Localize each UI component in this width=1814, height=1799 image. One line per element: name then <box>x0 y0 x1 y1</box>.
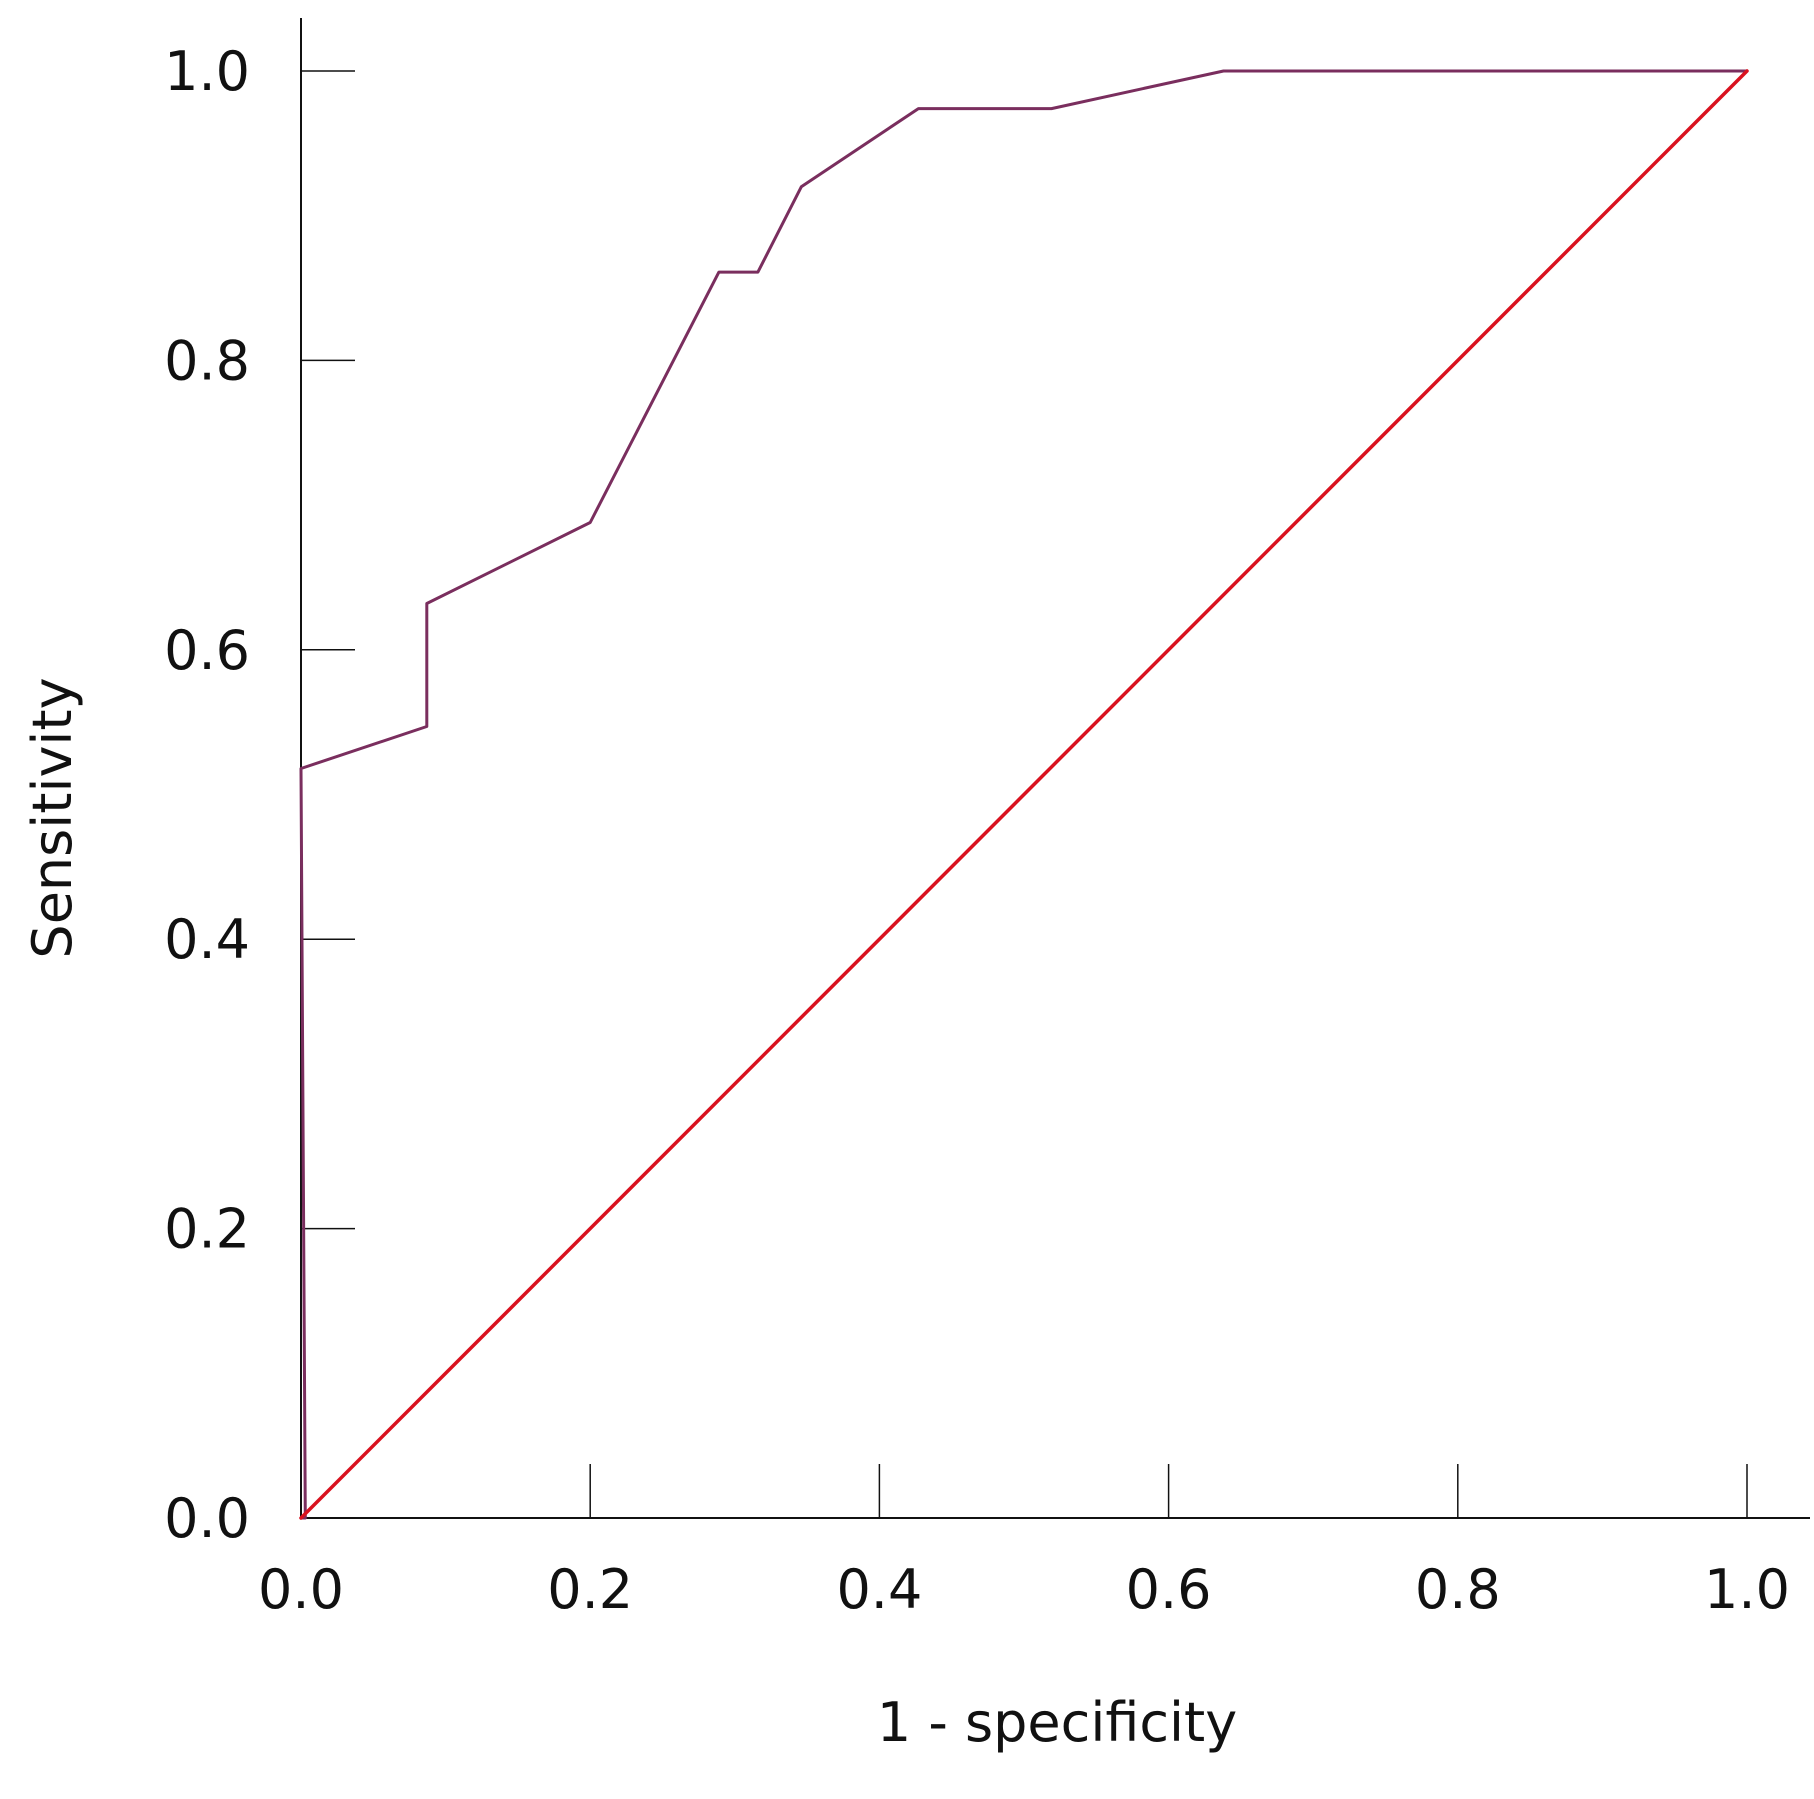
reference-diagonal-line <box>299 69 1749 1520</box>
y-tick-label: 0.0 <box>164 1487 250 1550</box>
y-tick-label: 1.0 <box>164 40 250 103</box>
x-tick-label: 1.0 <box>1704 1558 1790 1621</box>
x-tick-label: 0.2 <box>547 1558 633 1621</box>
roc-curve-line <box>299 69 1749 1520</box>
y-tick-label: 0.4 <box>164 908 250 971</box>
x-tick-label: 0.6 <box>1126 1558 1212 1621</box>
x-ticks: 0.0 0.2 0.4 0.6 0.8 1.0 <box>258 1464 1790 1621</box>
x-tick-label: 0.8 <box>1415 1558 1501 1621</box>
y-tick-label: 0.6 <box>164 619 250 682</box>
x-tick-label: 0.0 <box>258 1558 344 1621</box>
y-tick-label: 0.8 <box>164 329 250 392</box>
y-axis-title: Sensitivity <box>21 677 84 958</box>
series-layer <box>299 69 1749 1520</box>
x-tick-label: 0.4 <box>836 1558 922 1621</box>
y-tick-label: 0.2 <box>164 1198 250 1261</box>
x-axis-title: 1 - specificity <box>877 1691 1237 1754</box>
y-ticks: 0.0 0.2 0.4 0.6 0.8 1.0 <box>164 40 355 1550</box>
